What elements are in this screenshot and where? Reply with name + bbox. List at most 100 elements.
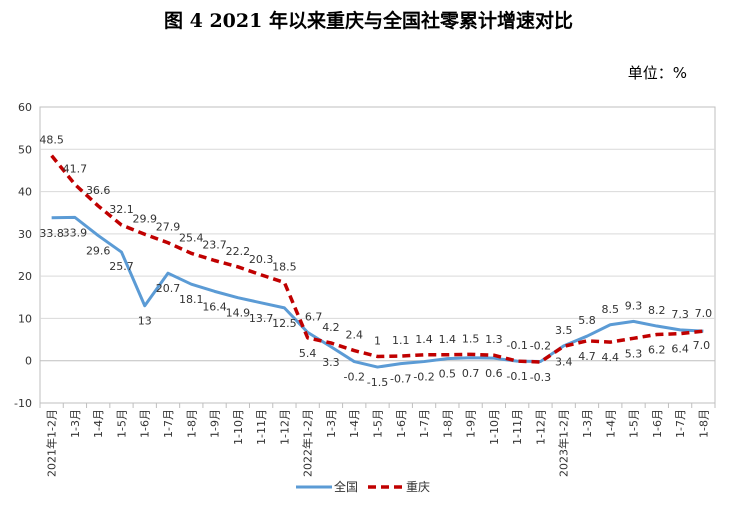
x-tick-label: 1-8月 — [697, 409, 710, 438]
chongqing-data-label: -0.3 — [530, 371, 551, 384]
national-data-label: 16.4 — [202, 300, 227, 313]
chongqing-data-label: 36.6 — [86, 184, 111, 197]
x-tick-label: 1-6月 — [395, 409, 408, 438]
y-tick-label: 10 — [18, 312, 32, 325]
chongqing-data-label: 48.5 — [39, 134, 64, 147]
national-data-label: -0.2 — [343, 371, 364, 384]
x-tick-label: 1-8月 — [185, 409, 198, 438]
chongqing-data-label: 6.4 — [671, 343, 689, 356]
national-data-label: 14.9 — [226, 307, 251, 320]
chongqing-data-label: 4.4 — [602, 351, 620, 364]
chongqing-data-label: 4.2 — [322, 321, 340, 334]
national-data-label: -1.5 — [367, 376, 388, 389]
x-tick-label: 1-6月 — [651, 409, 664, 438]
x-tick-label: 1-4月 — [604, 409, 617, 438]
x-tick-label: 1-3月 — [581, 409, 594, 438]
national-data-label: 9.3 — [625, 299, 643, 312]
national-data-label: 0.7 — [462, 367, 480, 380]
national-series-line — [51, 215, 704, 369]
x-tick-label: 1-12月 — [278, 409, 291, 445]
national-data-label: 12.5 — [272, 317, 297, 330]
national-data-label: 3.3 — [322, 356, 340, 369]
series-layer — [50, 154, 704, 369]
national-data-label: 13 — [138, 315, 152, 328]
chongqing-data-label: 29.9 — [132, 212, 157, 225]
chongqing-data-label: 18.5 — [272, 260, 297, 273]
chongqing-data-label: 1.4 — [439, 333, 457, 346]
chongqing-data-label: 2.4 — [345, 329, 363, 342]
national-data-label: 6.7 — [305, 310, 323, 323]
national-data-label: 20.7 — [156, 282, 181, 295]
axis-layer: -10 0 10 20 30 40 50 60 2021年1-2月 1-3月 1-4月 1-5月 1-6… — [14, 101, 716, 477]
national-data-label: 3.5 — [555, 324, 573, 337]
x-tick-label: 1-12月 — [534, 409, 547, 445]
national-data-label: 8.5 — [602, 303, 620, 316]
chongqing-data-label: 1.4 — [415, 333, 433, 346]
chongqing-data-label: 25.4 — [179, 231, 204, 244]
chongqing-series-line — [50, 154, 704, 364]
legend-chongqing-label: 重庆 — [406, 480, 430, 494]
y-tick-label: 20 — [18, 270, 32, 283]
national-data-label: -0.1 — [506, 339, 527, 352]
national-data-label: -0.2 — [530, 340, 551, 353]
x-tick-label: 1-10月 — [232, 409, 245, 445]
x-tick-label: 1-4月 — [92, 409, 105, 438]
national-data-label: 29.6 — [86, 245, 111, 258]
x-tick-label: 1-5月 — [372, 409, 385, 438]
national-data-label: 33.8 — [39, 227, 64, 240]
chongqing-data-label: 1 — [374, 334, 381, 347]
national-data-label: 25.7 — [109, 260, 134, 273]
chongqing-data-label: 23.7 — [202, 238, 227, 251]
chongqing-data-label: 3.4 — [555, 355, 573, 368]
y-tick-label: -10 — [14, 397, 32, 410]
x-tick-label: 1-4月 — [348, 409, 361, 438]
chongqing-data-label: 22.2 — [226, 245, 251, 258]
legend: 全国 重庆 — [296, 479, 430, 494]
national-data-label: 18.1 — [179, 293, 204, 306]
chongqing-data-label: 6.2 — [648, 343, 666, 356]
x-tick-label: 2023年1-2月 — [557, 409, 571, 477]
grid-layer — [39, 106, 716, 404]
national-data-label: 0.5 — [439, 368, 457, 381]
chongqing-data-label: 1.3 — [485, 333, 503, 346]
chongqing-data-label: 7.0 — [693, 339, 711, 352]
x-tick-label: 1-10月 — [488, 409, 501, 445]
national-data-label: 8.2 — [648, 304, 666, 317]
x-tick-label: 1-8月 — [441, 409, 454, 438]
chongqing-data-label: 4.7 — [578, 350, 596, 363]
legend-national-label: 全国 — [334, 479, 358, 494]
x-tick-label: 2021年1-2月 — [45, 409, 59, 477]
x-tick-label: 2022年1-2月 — [301, 409, 315, 477]
national-data-label: 5.8 — [578, 314, 596, 327]
data-label-layer: 33.833.929.625.71320.718.116.414.913.712… — [39, 134, 712, 389]
national-data-label: 33.9 — [63, 226, 88, 239]
chongqing-data-label: 5.3 — [625, 347, 643, 360]
chongqing-data-label: 1.1 — [392, 334, 410, 347]
chongqing-data-label: 41.7 — [63, 162, 88, 175]
y-tick-label: 60 — [18, 101, 32, 114]
y-tick-label: 50 — [18, 143, 32, 156]
x-tick-label: 1-3月 — [325, 409, 338, 438]
national-data-label: 7.3 — [671, 308, 689, 321]
x-tick-label: 1-5月 — [628, 409, 641, 438]
plot-border — [39, 106, 716, 404]
national-data-label: -0.7 — [390, 373, 411, 386]
x-tick-label: 1-9月 — [209, 409, 222, 438]
x-tick-label: 1-5月 — [115, 409, 128, 438]
chongqing-data-label: -0.1 — [506, 370, 527, 383]
chongqing-data-label: 27.9 — [156, 221, 181, 234]
chongqing-data-label: 32.1 — [109, 203, 134, 216]
national-data-label: 13.7 — [249, 312, 274, 325]
y-tick-label: 0 — [25, 355, 32, 368]
x-tick-label: 1-11月 — [255, 409, 268, 445]
chongqing-data-label: 5.4 — [299, 347, 317, 360]
y-tick-label: 30 — [18, 228, 32, 241]
unit-label: 单位：% — [627, 64, 687, 82]
chart-title: 图 4 2021 年以来重庆与全国社零累计增速对比 — [164, 10, 573, 32]
national-data-label: 0.6 — [485, 367, 503, 380]
y-tick-label: 40 — [18, 186, 32, 199]
national-data-label: 7.0 — [695, 307, 713, 320]
x-tick-label: 1-11月 — [511, 409, 524, 445]
x-tick-label: 1-7月 — [162, 409, 175, 438]
